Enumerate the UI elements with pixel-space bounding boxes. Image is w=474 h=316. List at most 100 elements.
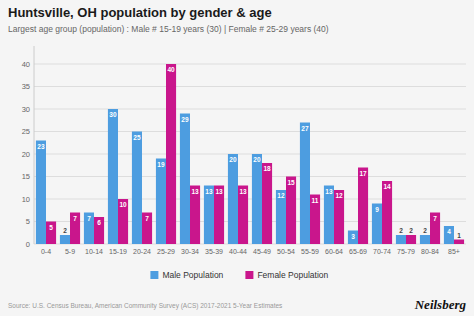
brand: Neilsberg (414, 297, 467, 312)
bar (334, 190, 344, 244)
x-tick-label: 15-19 (109, 248, 127, 255)
bar (118, 199, 128, 244)
bar (300, 123, 310, 245)
grid-line (34, 154, 466, 155)
y-tick-label: 30 (22, 105, 30, 114)
x-tick-label: 20-24 (133, 248, 151, 255)
bar (430, 213, 440, 245)
y-tick-label: 40 (22, 60, 30, 69)
bar (94, 217, 104, 244)
y-axis-line (34, 46, 35, 244)
legend-swatch (245, 271, 253, 279)
grid-line (34, 176, 466, 177)
data-label: 10 (119, 201, 127, 208)
x-tick-label: 75-79 (397, 248, 415, 255)
subtitle: Largest age group (population) : Male # … (8, 24, 329, 34)
bar (348, 231, 358, 245)
data-label: 2 (399, 227, 403, 234)
background (0, 0, 474, 316)
data-label: 23 (37, 143, 45, 150)
x-tick-label: 10-14 (85, 248, 103, 255)
x-tick-label: 0-4 (41, 248, 51, 255)
x-tick-label: 85+ (448, 248, 460, 255)
legend: Male PopulationFemale Population (150, 270, 328, 280)
grid-line (34, 109, 466, 110)
data-label: 18 (263, 165, 271, 172)
bar (228, 154, 238, 244)
data-label: 12 (335, 192, 343, 199)
bar (372, 204, 382, 245)
x-tick-label: 30-34 (181, 248, 199, 255)
data-label: 13 (191, 188, 199, 195)
title: Huntsville, OH population by gender & ag… (8, 5, 272, 20)
data-label: 4 (447, 228, 451, 235)
x-tick-label: 40-44 (229, 248, 247, 255)
bar (108, 109, 118, 244)
x-tick-label: 35-39 (205, 248, 223, 255)
y-tick-label: 15 (22, 172, 30, 181)
bar (132, 132, 142, 245)
data-label: 13 (239, 188, 247, 195)
grid-line (34, 131, 466, 132)
x-tick-label: 60-64 (325, 248, 343, 255)
data-label: 20 (253, 156, 261, 163)
data-label: 1 (457, 232, 461, 239)
data-label: 15 (287, 179, 295, 186)
bar (142, 213, 152, 245)
legend-swatch (150, 271, 158, 279)
bars (36, 64, 464, 244)
grid-line (34, 86, 466, 87)
data-labels: 2352776301025719402913131320132018121527… (37, 66, 461, 240)
data-label: 19 (157, 161, 165, 168)
y-tick-label: 5 (26, 217, 30, 226)
data-label: 7 (73, 215, 77, 222)
bar (204, 186, 214, 245)
bar (406, 235, 416, 244)
bar (214, 186, 224, 245)
bar (190, 186, 200, 245)
bar (70, 213, 80, 245)
data-label: 7 (433, 215, 437, 222)
data-label: 17 (359, 170, 367, 177)
x-tick-label: 25-29 (157, 248, 175, 255)
bar (180, 114, 190, 245)
data-label: 6 (97, 219, 101, 226)
bar (454, 240, 464, 245)
source-note: Source: U.S. Census Bureau, American Com… (8, 302, 283, 310)
data-label: 3 (351, 233, 355, 240)
data-label: 7 (145, 215, 149, 222)
data-label: 29 (181, 116, 189, 123)
bar (396, 235, 406, 244)
data-label: 30 (109, 111, 117, 118)
bar (166, 64, 176, 244)
bar (46, 222, 56, 245)
bar (286, 177, 296, 245)
data-label: 13 (215, 188, 223, 195)
data-label: 12 (277, 192, 285, 199)
y-tick-label: 0 (26, 240, 30, 249)
data-label: 20 (229, 156, 237, 163)
y-tick-label: 25 (22, 127, 30, 136)
data-label: 2 (423, 227, 427, 234)
data-label: 40 (167, 66, 175, 73)
bar (382, 181, 392, 244)
x-tick-label: 45-49 (253, 248, 271, 255)
bar (238, 186, 248, 245)
x-tick-label: 70-74 (373, 248, 391, 255)
y-tick-label: 20 (22, 150, 30, 159)
legend-label: Male Population (162, 270, 223, 280)
data-label: 7 (87, 215, 91, 222)
grid-line (34, 64, 466, 65)
data-label: 11 (312, 197, 319, 204)
bar (276, 190, 286, 244)
data-label: 2 (63, 227, 67, 234)
bar (262, 163, 272, 244)
grid-line (34, 199, 466, 200)
bar (252, 154, 262, 244)
bar (36, 141, 46, 245)
x-tick-label: 55-59 (301, 248, 319, 255)
data-label: 14 (383, 183, 391, 190)
bar (420, 235, 430, 244)
data-label: 13 (325, 188, 333, 195)
bar (358, 168, 368, 245)
